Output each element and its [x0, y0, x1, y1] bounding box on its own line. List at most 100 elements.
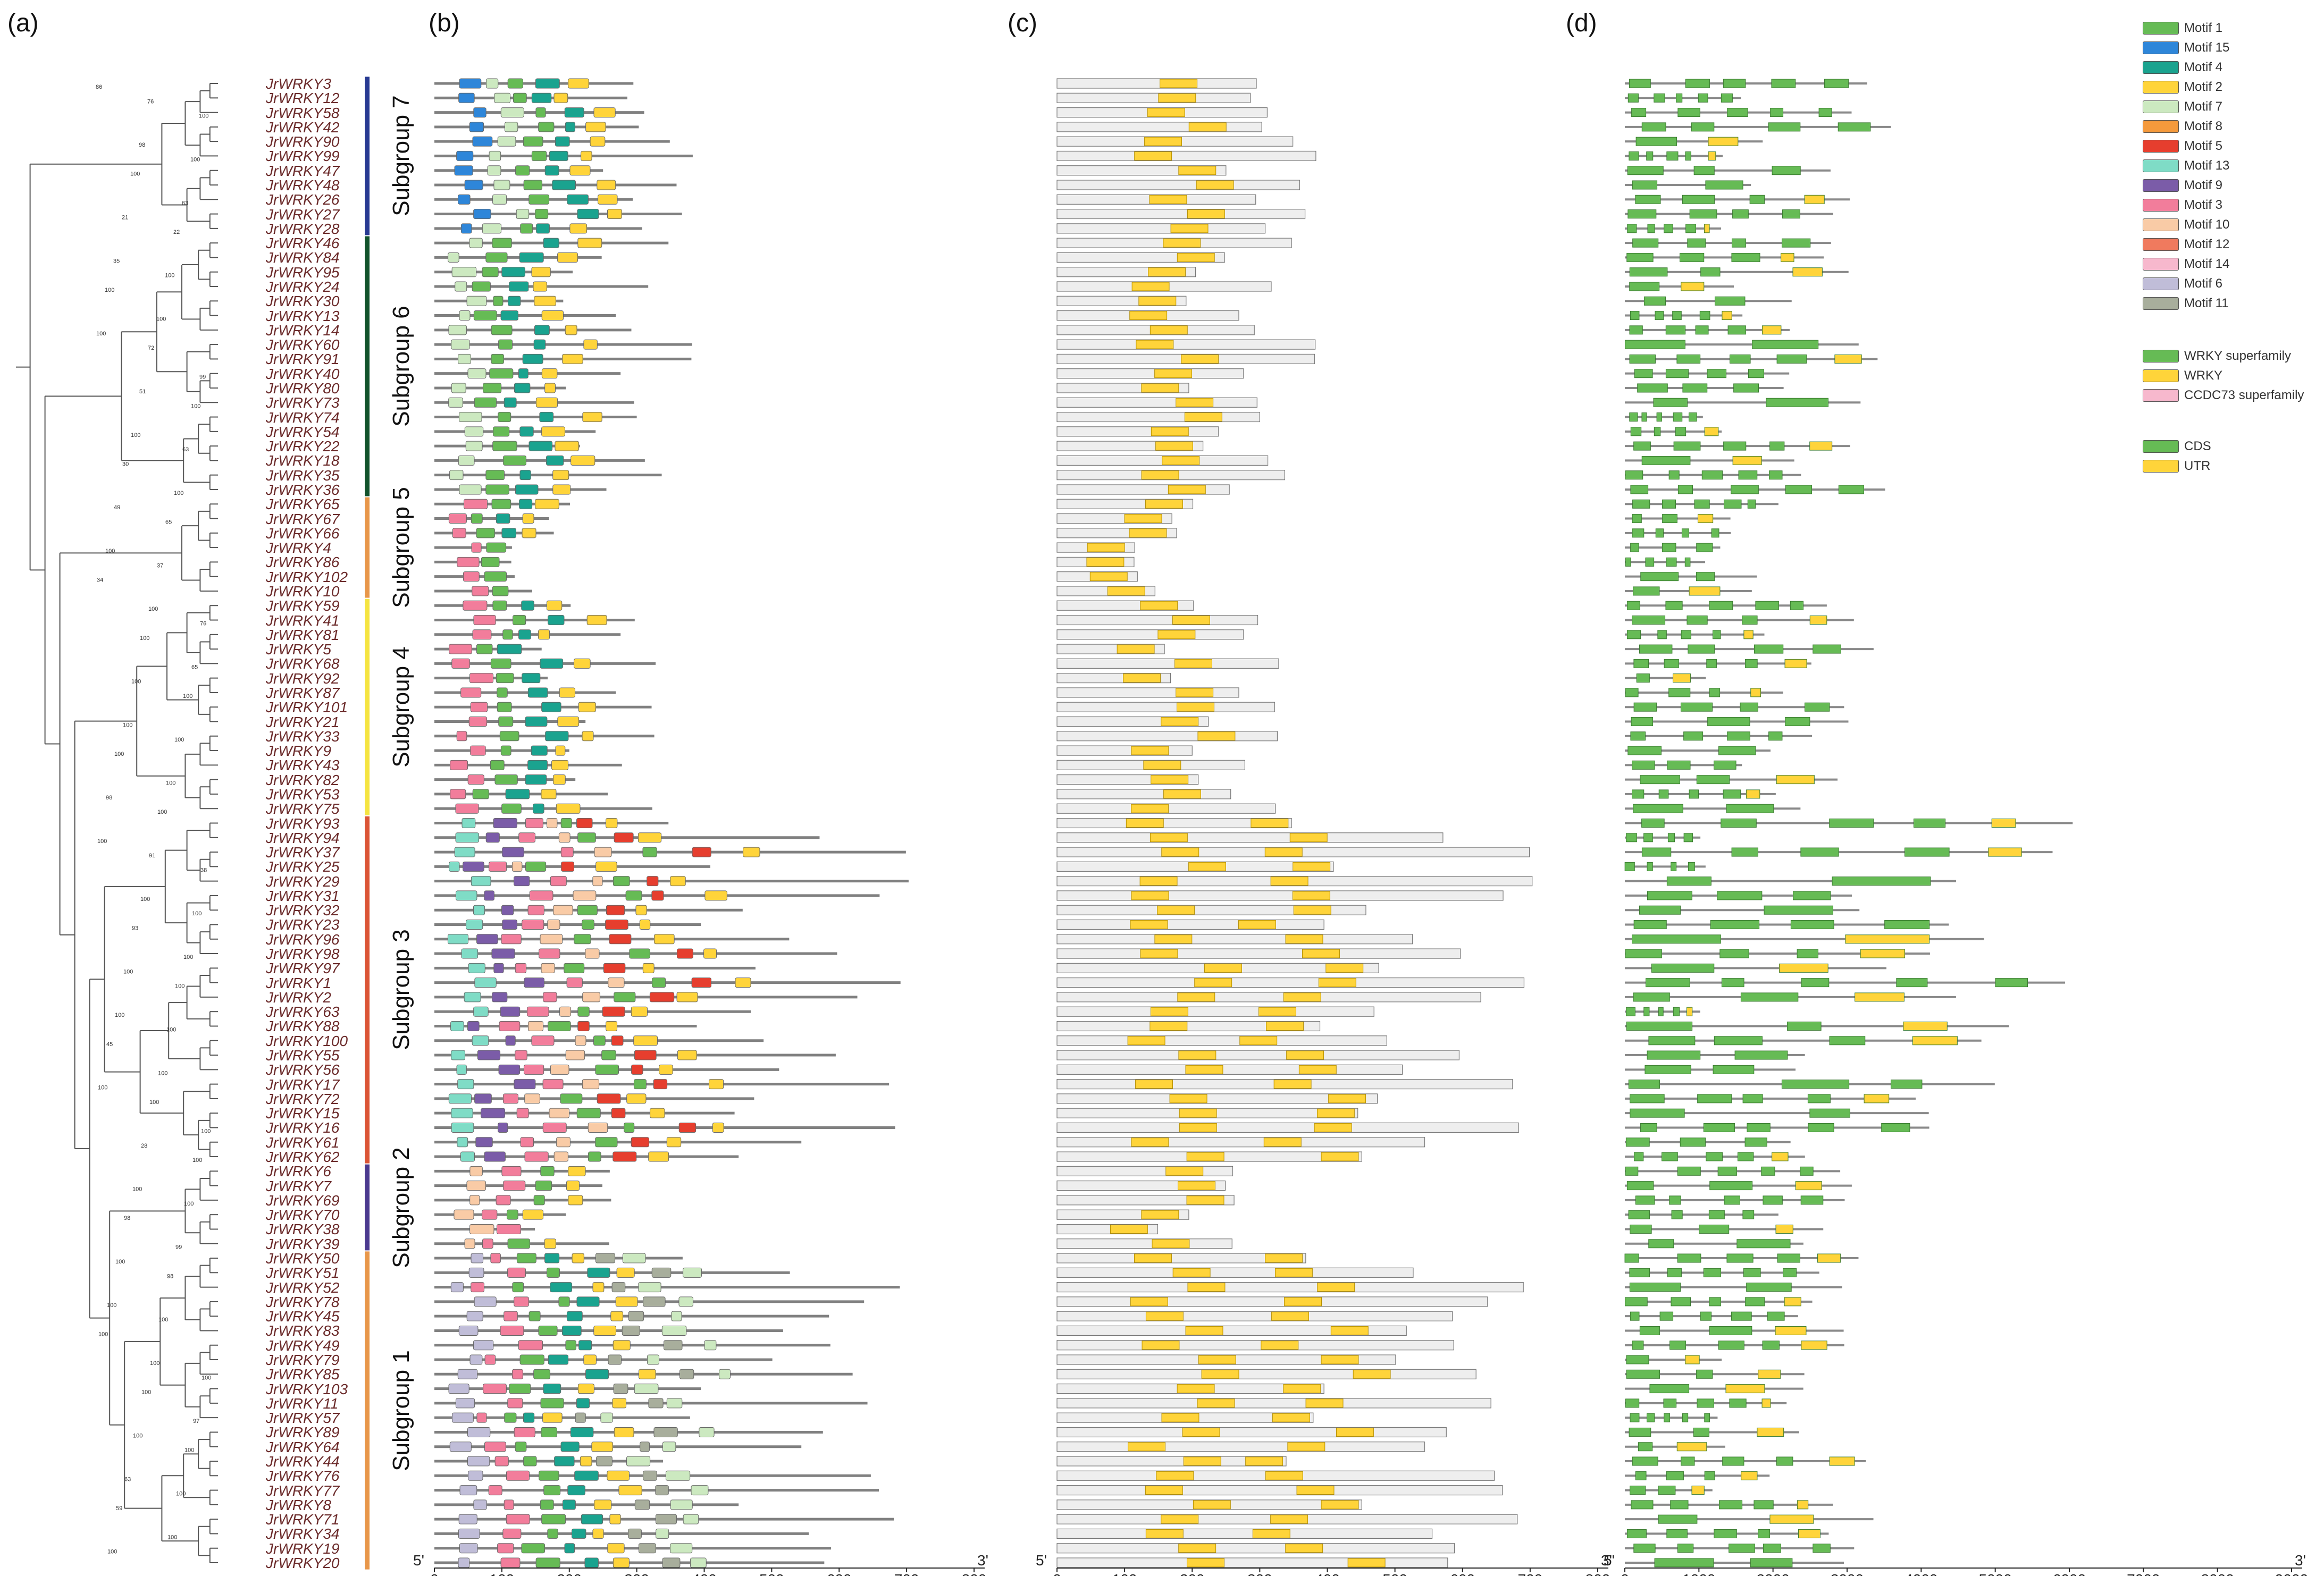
- gene-label: JrWRKY18: [266, 452, 340, 469]
- cds-box: [1628, 1210, 1650, 1219]
- cds-box: [1632, 528, 1645, 538]
- bootstrap-value: 97: [193, 1418, 199, 1425]
- cds-box: [1697, 1094, 1732, 1103]
- cds-box: [1740, 702, 1758, 712]
- cds-box: [1629, 1268, 1650, 1277]
- gene-label: JrWRKY4: [266, 540, 331, 557]
- motif-box: [496, 1195, 511, 1206]
- cds-box: [1701, 470, 1723, 480]
- motif-box: [613, 1557, 630, 1568]
- motif-box: [483, 1384, 507, 1394]
- motif-box: [501, 267, 525, 277]
- gene-label: JrWRKY37: [266, 844, 340, 861]
- motif-box: [670, 876, 686, 887]
- motif-box: [629, 948, 650, 959]
- motif-box: [504, 1412, 517, 1423]
- motif-box: [492, 992, 508, 1002]
- wrky-domain: [1141, 383, 1179, 393]
- cds-box: [1662, 499, 1676, 509]
- cds-box: [1732, 209, 1749, 219]
- motif-box: [555, 441, 579, 451]
- motif-box: [468, 717, 488, 727]
- cds-box: [1640, 1123, 1657, 1132]
- wrky-domain: [1141, 1210, 1179, 1219]
- cds-box: [1627, 166, 1664, 175]
- cds-box: [1713, 630, 1721, 639]
- motif-box: [613, 1340, 631, 1351]
- gene-label: JrWRKY103: [266, 1380, 348, 1397]
- motif-box: [458, 412, 482, 423]
- cds-box: [1768, 731, 1783, 741]
- wrky-domain: [1265, 1253, 1303, 1263]
- protein-bar: [1056, 1325, 1407, 1336]
- motif-box: [512, 1369, 523, 1379]
- motif-box: [500, 107, 524, 118]
- motif-box: [553, 905, 573, 915]
- bootstrap-value: 65: [191, 664, 198, 670]
- motif-box: [560, 1442, 580, 1452]
- motif-box: [491, 499, 511, 509]
- cds-box: [1632, 760, 1655, 770]
- cds-box: [1656, 412, 1662, 422]
- cds-box: [1813, 644, 1841, 654]
- motif-box: [578, 702, 596, 712]
- utr-box: [1676, 1442, 1707, 1452]
- motif-box: [520, 1137, 534, 1148]
- cds-box: [1673, 441, 1701, 451]
- cds-box: [1639, 1326, 1660, 1335]
- wrky-domain: [1284, 1297, 1322, 1307]
- gene-label: JrWRKY69: [266, 1192, 340, 1209]
- legend-swatch: [2143, 41, 2179, 54]
- cds-box: [1666, 1471, 1684, 1480]
- bootstrap-value: 21: [122, 215, 128, 221]
- utr-box: [1809, 441, 1833, 451]
- cds-box: [1689, 412, 1697, 422]
- gene-label: JrWRKY86: [266, 554, 340, 571]
- cds-box: [1733, 383, 1759, 393]
- cds-box: [1724, 1195, 1740, 1205]
- motif-box: [577, 1006, 590, 1017]
- motif-box: [492, 600, 507, 611]
- motif-box: [460, 223, 472, 234]
- utr-box: [1757, 1427, 1784, 1437]
- wrky-domain: [1204, 963, 1242, 973]
- cds-box: [1635, 1471, 1647, 1480]
- gene-label: JrWRKY87: [266, 684, 340, 701]
- gene-label: JrWRKY54: [266, 423, 340, 440]
- motif-box: [464, 426, 484, 437]
- tick-label: 300: [624, 1571, 649, 1576]
- motif-box: [633, 1079, 647, 1090]
- cds-box: [1709, 601, 1733, 610]
- motif-box: [544, 1238, 556, 1249]
- motif-box: [594, 1499, 612, 1510]
- wrky-domain: [1134, 1253, 1172, 1263]
- utr-box: [1772, 1152, 1789, 1161]
- cds-box: [1717, 891, 1763, 900]
- motif-box: [484, 571, 507, 582]
- motif-box: [491, 353, 504, 364]
- motif-box: [486, 78, 499, 89]
- cds-box: [1672, 311, 1682, 321]
- motif-box: [565, 1340, 576, 1351]
- motif-box: [539, 412, 554, 423]
- motif-box: [592, 876, 603, 887]
- cds-box: [1630, 543, 1639, 552]
- bootstrap-value: 76: [200, 621, 206, 627]
- wrky-domain: [1163, 789, 1201, 799]
- motif-box: [624, 1122, 635, 1133]
- gene-label: JrWRKY47: [266, 162, 340, 179]
- bootstrap-value: 100: [96, 331, 106, 337]
- gene-label: JrWRKY9: [266, 743, 331, 760]
- utr-box: [1829, 1456, 1855, 1466]
- cds-box: [1698, 93, 1708, 103]
- motif-box: [582, 731, 594, 741]
- protein-bar: [1056, 977, 1525, 988]
- bootstrap-value: 49: [114, 504, 120, 511]
- motif-box: [628, 1311, 644, 1321]
- cds-box: [1709, 1297, 1721, 1307]
- utr-box: [1750, 688, 1761, 697]
- motif-box: [598, 194, 618, 205]
- motif-box: [643, 1296, 666, 1307]
- motif-box: [631, 1006, 648, 1017]
- motif-box: [648, 1151, 669, 1162]
